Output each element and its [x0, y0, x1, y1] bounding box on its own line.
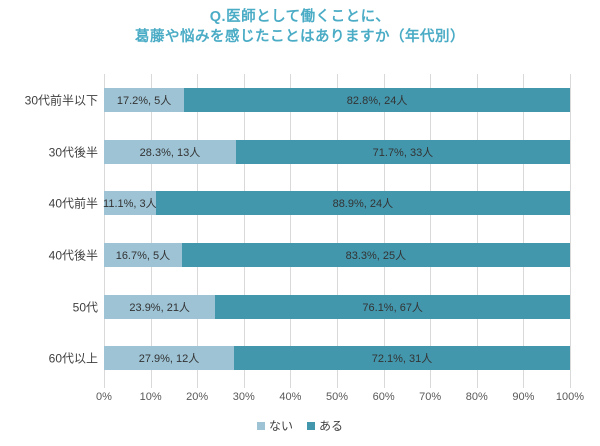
x-axis-tick-label: 0% — [96, 391, 112, 403]
gridline — [430, 74, 432, 388]
bar-row: 28.3%, 13人 71.7%, 33人 — [104, 139, 570, 164]
data-label: 83.3%, 25人 — [345, 249, 407, 262]
gridline — [337, 74, 338, 388]
data-label: 27.9%, 12人 — [138, 353, 200, 366]
category-label: 40代前半 — [48, 196, 98, 211]
bar-segment-ない: 27.9%, 12人 — [104, 346, 234, 371]
gridline — [290, 74, 292, 388]
gridline — [243, 74, 245, 388]
bar-row: 16.7%, 5人 83.3%, 25人 — [104, 242, 570, 267]
legend-label: ない — [268, 419, 293, 433]
bar-row: 11.1%, 3人 88.9%, 24人 — [103, 191, 570, 216]
data-label: 76.1%, 67人 — [362, 301, 423, 314]
bar-segment-ある: 71.7%, 33人 — [235, 139, 570, 164]
x-axis-tick-label: 100% — [555, 391, 585, 403]
x-axis-tick-label: 40% — [279, 391, 302, 403]
data-label: 72.1%, 31人 — [371, 353, 433, 366]
category-label: 30代後半 — [48, 145, 98, 159]
bar-segment-ない: 11.1%, 3人 — [103, 191, 157, 216]
x-axis-tick-label: 30% — [232, 391, 255, 403]
gridline — [150, 74, 152, 388]
legend-swatch-icon — [307, 421, 315, 430]
legend-swatch-icon — [256, 421, 265, 430]
bar-segment-ない: 28.3%, 13人 — [104, 139, 236, 164]
x-axis-tick-label: 10% — [139, 391, 162, 403]
bar-segment-ない: 17.2%, 5人 — [104, 87, 185, 112]
gridline — [197, 74, 199, 388]
category-label: 40代後半 — [48, 248, 98, 263]
data-label: 11.1%, 3人 — [103, 198, 157, 211]
plot-area: 17.2%, 5人 82.8%, 24人 28.3%, 13人 71.7%, 33人 1… — [103, 74, 571, 388]
x-axis-tick-label: 50% — [325, 391, 349, 403]
data-label: 23.9%, 21人 — [129, 301, 190, 314]
x-axis-tick-label: 60% — [372, 391, 395, 403]
legend-label: ある — [319, 419, 344, 433]
x-axis-tick-label: 80% — [465, 391, 488, 403]
legend: ない ある — [0, 417, 600, 434]
data-label: 88.9%, 24人 — [332, 198, 394, 211]
bar-segment-ある: 83.3%, 25人 — [181, 242, 570, 267]
bar-row: 27.9%, 12人 72.1%, 31人 — [104, 346, 570, 371]
legend-item-ない: ない — [256, 417, 293, 434]
category-label: 30代前半以下 — [24, 93, 98, 108]
bar-segment-ある: 76.1%, 67人 — [215, 294, 570, 319]
category-label: 60代以上 — [48, 351, 98, 366]
bar-row: 23.9%, 21人 76.1%, 67人 — [104, 294, 570, 319]
gridline — [104, 74, 105, 388]
gridline — [523, 74, 525, 388]
x-axis-tick-label: 20% — [186, 391, 209, 403]
bar-row: 17.2%, 5人 82.8%, 24人 — [104, 87, 570, 112]
chart-title: Q.医師として働くことに、 葛藤や悩みを感じたことはありますか（年代別） — [135, 9, 465, 45]
bar-segment-ある: 88.9%, 24人 — [155, 191, 570, 216]
x-axis-tick-label: 90% — [512, 391, 535, 403]
gridline — [570, 74, 571, 388]
legend-item-ある: ある — [307, 417, 343, 434]
gridline — [476, 74, 478, 388]
category-label: 50代 — [72, 300, 98, 314]
bar-segment-ある: 82.8%, 24人 — [184, 87, 570, 112]
gridline — [383, 74, 385, 388]
data-label: 17.2%, 5人 — [116, 94, 172, 107]
data-label: 71.7%, 33人 — [372, 146, 434, 159]
data-label: 82.8%, 24人 — [346, 94, 408, 107]
data-label: 28.3%, 13人 — [139, 146, 201, 159]
bar-segment-ある: 72.1%, 31人 — [234, 346, 570, 371]
data-label: 16.7%, 5人 — [115, 249, 171, 262]
x-axis-tick-label: 70% — [419, 391, 442, 403]
bar-segment-ない: 16.7%, 5人 — [104, 242, 182, 267]
bar-segment-ない: 23.9%, 21人 — [104, 294, 216, 319]
